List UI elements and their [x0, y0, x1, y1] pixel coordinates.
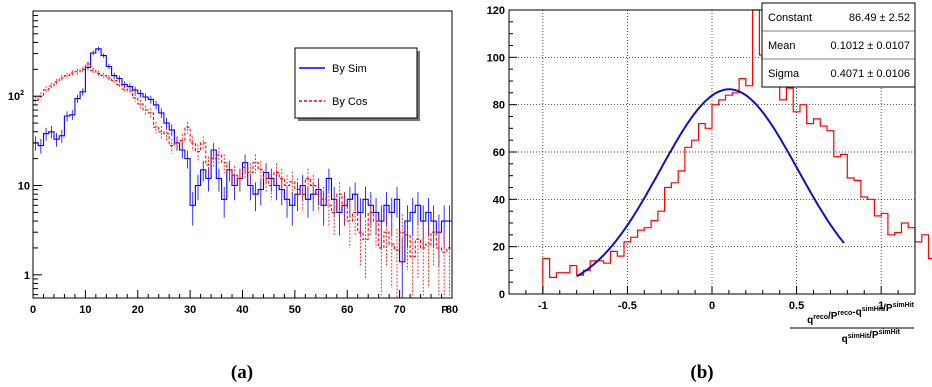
series-by-cos-line	[33, 63, 452, 258]
stats-box: Constant 86.49 ± 2.52 Mean 0.1012 ± 0.0107 S…	[761, 2, 916, 88]
x-tick-label: 50	[289, 304, 301, 316]
y-tick-label: 80	[493, 100, 505, 112]
x-axis-label: qreco/Preco-qsimHit/PsimHit qsimHit/PsimH…	[790, 302, 915, 345]
panel-label-a: (a)	[231, 362, 253, 383]
stats-label: Sigma	[768, 68, 800, 80]
gaussian-fit-curve	[576, 88, 845, 278]
x-tick-label: 0	[30, 304, 36, 316]
panel-b-grid	[509, 10, 915, 294]
y-tick-label: 20	[493, 242, 505, 254]
x-tick-label: 70	[394, 304, 406, 316]
x-tick-label: 30	[184, 304, 196, 316]
panel-label-b: (b)	[690, 362, 713, 383]
y-tick-label: 120	[487, 5, 505, 17]
panel-a-series	[33, 46, 452, 298]
x-tick-label: 0.5	[789, 300, 804, 312]
panel-b-histogram: -1 -0.5 0 0.5 1 0 20 40 60 80 100 120 Constant 86.49…	[487, 2, 932, 345]
stats-box-frame	[761, 2, 916, 88]
y-tick-label: 60	[493, 147, 505, 159]
stats-value: 0.1012 ± 0.0107	[831, 40, 910, 52]
y-tick-label: 1	[24, 270, 30, 282]
stats-label: Constant	[768, 12, 812, 24]
y-tick-label: 0	[499, 289, 505, 301]
x-tick-label: 0	[709, 300, 715, 312]
x-tick-label: 1	[878, 300, 884, 312]
legend-entry: By Cos	[332, 96, 368, 108]
x-tick-label: 10	[79, 304, 91, 316]
x-tick-label: 60	[341, 304, 353, 316]
y-tick-label: 40	[493, 194, 505, 206]
y-tick-label: 10	[18, 181, 30, 193]
x-tick-label: 20	[132, 304, 144, 316]
x-label-denominator: qsimHit/PsimHit	[842, 329, 901, 345]
series-by-sim-line	[33, 48, 452, 263]
stats-value: 0.4071 ± 0.0106	[831, 68, 910, 80]
x-tick-label: -1	[538, 300, 548, 312]
panel-a-axes: 0 10 20 30 40 50 60 70 80 1 10 102	[8, 10, 458, 316]
y-tick-label: 102	[8, 90, 24, 103]
panel-a-histogram: 0 10 20 30 40 50 60 70 80 1 10 102 By Sim By Cos P	[8, 10, 458, 316]
x-axis-label: P	[441, 305, 448, 316]
x-tick-label: 40	[236, 304, 248, 316]
panel-b-axes: -1 -0.5 0 0.5 1 0 20 40 60 80 100 120	[487, 5, 899, 312]
x-label-numerator: qreco/Preco-qsimHit/PsimHit	[807, 302, 915, 326]
legend-entry: By Sim	[332, 63, 367, 75]
stats-value: 86.49 ± 2.52	[849, 12, 910, 24]
legend-box	[294, 47, 418, 119]
x-tick-label: -0.5	[618, 300, 637, 312]
legend: By Sim By Cos	[294, 47, 420, 121]
x-tick-label: 80	[446, 304, 458, 316]
stats-label: Mean	[768, 40, 796, 52]
y-tick-label: 100	[487, 52, 505, 64]
